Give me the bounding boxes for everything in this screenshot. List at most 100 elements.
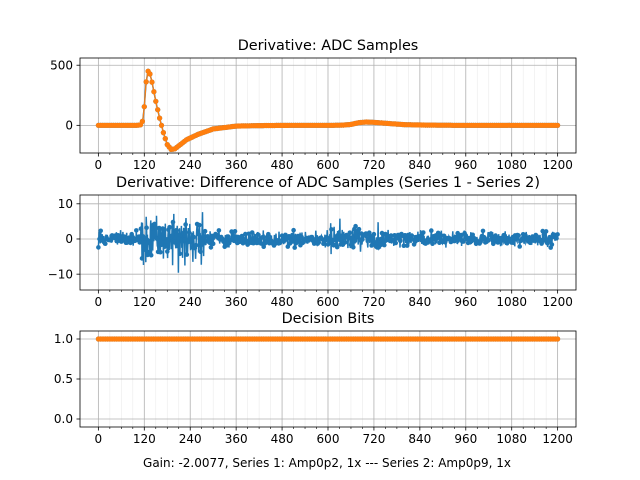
data-point xyxy=(356,226,362,232)
data-point xyxy=(342,240,348,245)
data-point xyxy=(114,238,119,244)
data-point xyxy=(153,98,159,104)
data-point xyxy=(481,234,487,240)
series-markers xyxy=(96,219,560,261)
y-tick-label: 0.0 xyxy=(54,412,73,426)
data-point xyxy=(249,230,255,235)
data-point xyxy=(480,228,486,234)
x-tick-label: 840 xyxy=(408,432,431,446)
data-point xyxy=(184,252,190,257)
data-point xyxy=(292,245,298,250)
data-point xyxy=(198,249,203,255)
data-point xyxy=(158,122,165,128)
data-point xyxy=(543,229,549,234)
plot-area xyxy=(96,212,560,273)
data-point xyxy=(455,230,461,236)
data-point xyxy=(309,234,315,240)
data-point xyxy=(367,230,372,235)
data-point xyxy=(349,240,355,246)
data-point xyxy=(378,236,384,242)
x-tick-label: 960 xyxy=(454,432,477,446)
data-point xyxy=(368,236,373,241)
plot-area xyxy=(95,68,561,152)
data-point xyxy=(409,233,415,238)
data-point xyxy=(202,228,208,234)
data-point xyxy=(407,238,412,243)
data-point xyxy=(458,232,464,238)
x-tick-label: 960 xyxy=(454,158,477,172)
data-point xyxy=(452,238,457,244)
data-point xyxy=(127,235,132,240)
data-point xyxy=(517,244,522,249)
x-tick-label: 360 xyxy=(225,158,248,172)
data-point xyxy=(509,240,514,245)
data-point xyxy=(139,118,145,124)
data-point xyxy=(154,236,160,241)
data-point xyxy=(200,241,206,246)
data-point xyxy=(354,234,360,239)
data-point xyxy=(283,232,288,238)
data-point xyxy=(427,237,433,242)
data-point xyxy=(225,234,231,239)
x-tick-label: 1200 xyxy=(542,432,573,446)
data-point xyxy=(181,230,186,236)
data-point xyxy=(134,228,139,233)
x-tick-label: 600 xyxy=(317,432,340,446)
x-tick-label: 840 xyxy=(408,295,431,309)
data-point xyxy=(555,232,560,237)
data-point xyxy=(376,245,381,250)
data-point xyxy=(156,225,162,231)
data-point xyxy=(251,240,256,246)
data-point xyxy=(313,237,318,242)
data-point xyxy=(542,237,548,242)
data-point xyxy=(139,256,145,261)
data-point xyxy=(155,107,161,113)
data-point xyxy=(163,243,169,248)
data-point xyxy=(169,233,175,239)
x-axis: 0 120 240 360 480 600 720 840 960 1080 1200 xyxy=(95,427,573,446)
x-tick-label: 120 xyxy=(133,295,156,309)
chart-title: Derivative: ADC Samples xyxy=(238,38,419,54)
data-point xyxy=(266,231,271,237)
data-point xyxy=(205,234,210,239)
data-point xyxy=(393,240,399,246)
data-point xyxy=(299,234,304,240)
data-point xyxy=(353,223,358,229)
data-point xyxy=(159,242,164,248)
data-point xyxy=(351,245,356,250)
data-point xyxy=(555,122,561,128)
data-point xyxy=(245,242,250,247)
data-point xyxy=(186,230,192,235)
y-tick-label: 10 xyxy=(58,197,73,211)
difference-chart: 0 120 240 360 480 600 720 840 960 1080 1200 10 0 −10 D… xyxy=(48,175,577,309)
data-point xyxy=(177,251,183,257)
data-point xyxy=(103,241,108,246)
x-tick-label: 240 xyxy=(179,432,202,446)
x-tick-label: 0 xyxy=(95,158,103,172)
x-tick-label: 480 xyxy=(271,158,294,172)
x-tick-label: 360 xyxy=(225,295,248,309)
data-point xyxy=(289,238,294,243)
data-point xyxy=(148,252,154,258)
data-point xyxy=(157,115,163,121)
data-point xyxy=(549,242,555,247)
x-tick-label: 600 xyxy=(317,158,340,172)
data-point xyxy=(438,232,443,238)
data-point xyxy=(152,221,157,227)
x-tick-label: 720 xyxy=(362,295,385,309)
data-point xyxy=(388,233,394,238)
data-point xyxy=(382,242,387,248)
data-point xyxy=(401,243,407,248)
chart-title: Decision Bits xyxy=(282,311,375,327)
data-point xyxy=(547,234,552,240)
data-point xyxy=(347,230,353,235)
x-tick-label: 1080 xyxy=(496,295,527,309)
data-point xyxy=(162,136,168,142)
data-point xyxy=(197,222,202,228)
data-point xyxy=(346,235,352,240)
data-point xyxy=(161,236,167,241)
data-point xyxy=(491,241,496,247)
data-point xyxy=(158,249,163,255)
decision-bits-chart: 0 120 240 360 480 600 720 840 960 1080 1200 1.0 0.5 0… xyxy=(54,311,577,446)
data-point xyxy=(418,237,424,243)
